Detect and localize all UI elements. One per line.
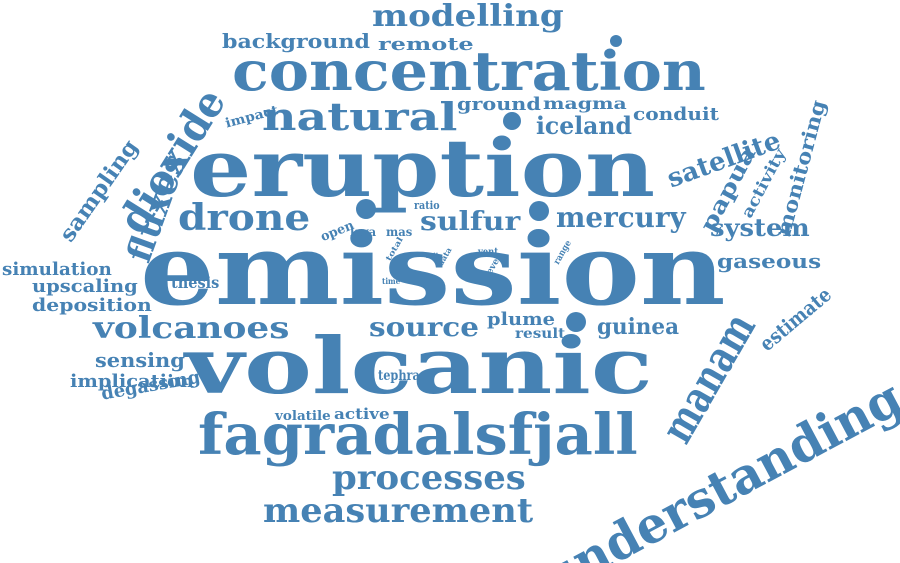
word-iceland: iceland: [536, 111, 632, 140]
word-volcanic: volcanic: [185, 321, 653, 412]
word-system: system: [710, 213, 810, 242]
decorative-dot: [529, 201, 549, 221]
word-gaseous: gaseous: [717, 249, 822, 273]
word-fagradalsfjall: fagradalsfjall: [198, 402, 638, 468]
word-magma: magma: [543, 94, 627, 113]
word-simulation: simulation: [2, 259, 112, 280]
word-sulfur: sulfur: [420, 207, 521, 237]
word-implication: implication: [70, 371, 195, 392]
word-vent: vent: [478, 247, 499, 258]
word-deposition: deposition: [32, 295, 152, 316]
decorative-dot: [356, 199, 376, 219]
word-ground: ground: [457, 94, 541, 115]
word-result: result: [515, 326, 566, 342]
decorative-dot: [610, 35, 622, 47]
word-sensing: sensing: [95, 348, 185, 372]
word-tephra: tephra: [378, 368, 420, 384]
word-guinea: guinea: [597, 314, 679, 340]
decorative-dot: [503, 112, 521, 130]
decorative-dot: [566, 312, 586, 332]
word-mas: mas: [386, 225, 413, 239]
word-active: active: [334, 405, 390, 423]
word-lava: lava: [350, 225, 377, 239]
word-mercury: mercury: [556, 201, 686, 234]
word-remote: remote: [378, 34, 474, 55]
word-conduit: conduit: [633, 104, 719, 125]
word-eruption: eruption: [190, 121, 656, 215]
word-drone: drone: [178, 197, 311, 239]
word-volatile: volatile: [275, 409, 331, 424]
word-upscaling: upscaling: [32, 276, 138, 297]
word-modelling: modelling: [372, 0, 564, 34]
word-measurement: measurement: [263, 491, 534, 531]
word-crit: crit: [425, 251, 439, 260]
word-processes: processes: [332, 458, 526, 498]
word-concentration: concentration: [232, 39, 706, 103]
word-estimate: estimate: [754, 282, 836, 356]
word-volcanoes: volcanoes: [93, 311, 290, 346]
word-emission: emission: [140, 213, 726, 328]
word-ratio: ratio: [414, 199, 440, 212]
word-time: time: [382, 276, 401, 286]
word-source: source: [369, 313, 479, 343]
word-background: background: [222, 29, 370, 53]
word-plume: plume: [487, 309, 556, 330]
word-natural: natural: [262, 94, 458, 139]
word-thesis: thesis: [171, 273, 220, 292]
